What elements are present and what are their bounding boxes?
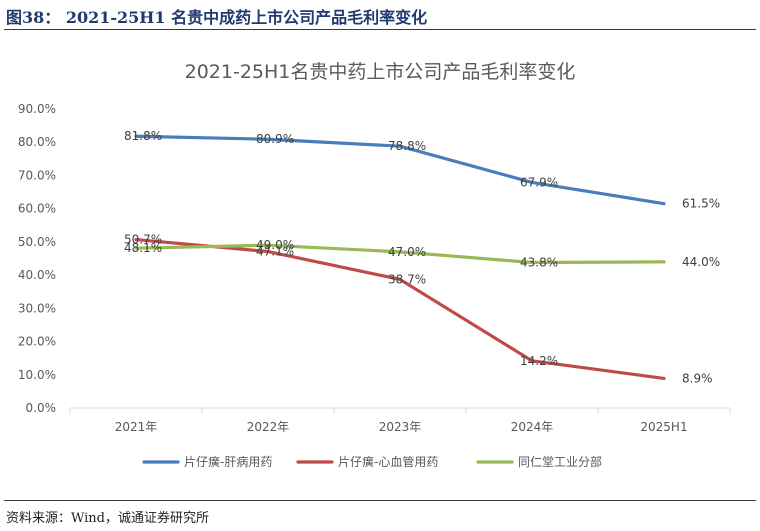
figure-title: 图38： 2021-25H1 名贵中成药上市公司产品毛利率变化 xyxy=(6,8,428,27)
data-label: 50.7% xyxy=(124,233,162,247)
data-label: 80.9% xyxy=(256,132,294,146)
x-tick-label: 2021年 xyxy=(115,420,158,434)
data-label: 44.0% xyxy=(682,255,720,269)
y-tick-label: 30.0% xyxy=(18,301,56,315)
data-label: 8.9% xyxy=(682,371,713,385)
y-tick-label: 20.0% xyxy=(18,335,56,349)
data-label: 48.1% xyxy=(124,241,162,255)
line-chart: 2021-25H1名贵中药上市公司产品毛利率变化 0.0% 10.0% 20.0% 3… xyxy=(18,61,731,469)
y-tick-label: 0.0% xyxy=(26,401,57,415)
bottom-rule xyxy=(4,500,756,501)
data-label: 67.9% xyxy=(520,175,558,189)
data-label: 49.0% xyxy=(256,238,294,252)
legend-label: 片仔癀-心血管用药 xyxy=(338,454,438,469)
data-label: 61.5% xyxy=(682,197,720,211)
x-tick-label: 2022年 xyxy=(247,420,290,434)
legend-label: 片仔癀-肝病用药 xyxy=(184,454,272,469)
y-tick-label: 70.0% xyxy=(18,168,56,182)
data-label: 14.2% xyxy=(520,354,558,368)
chart-title: 2021-25H1名贵中药上市公司产品毛利率变化 xyxy=(185,61,576,83)
series-line-3 xyxy=(134,243,666,265)
data-label: 47.0% xyxy=(388,245,426,259)
y-tick-label: 50.0% xyxy=(18,235,56,249)
data-label: 43.8% xyxy=(520,255,558,269)
y-tick-label: 10.0% xyxy=(18,368,56,382)
source-note: 资料来源：Wind，诚通证券研究所 xyxy=(6,511,209,526)
series-line-1 xyxy=(134,134,666,206)
y-tick-label: 90.0% xyxy=(18,102,56,116)
x-tick-label: 2025H1 xyxy=(640,420,687,434)
legend-label: 同仁堂工业分部 xyxy=(518,454,602,469)
data-label: 81.8% xyxy=(124,129,162,143)
x-tick-label: 2023年 xyxy=(379,420,422,434)
y-tick-label: 80.0% xyxy=(18,135,56,149)
y-tick-label: 60.0% xyxy=(18,202,56,216)
y-tick-label: 40.0% xyxy=(18,268,56,282)
x-tick-label: 2024年 xyxy=(511,420,554,434)
data-label: 78.8% xyxy=(388,139,426,153)
top-rule xyxy=(4,29,756,30)
series-line-2 xyxy=(134,237,666,381)
data-label: 47.1% xyxy=(256,245,294,259)
data-label: 38.7% xyxy=(388,272,426,286)
